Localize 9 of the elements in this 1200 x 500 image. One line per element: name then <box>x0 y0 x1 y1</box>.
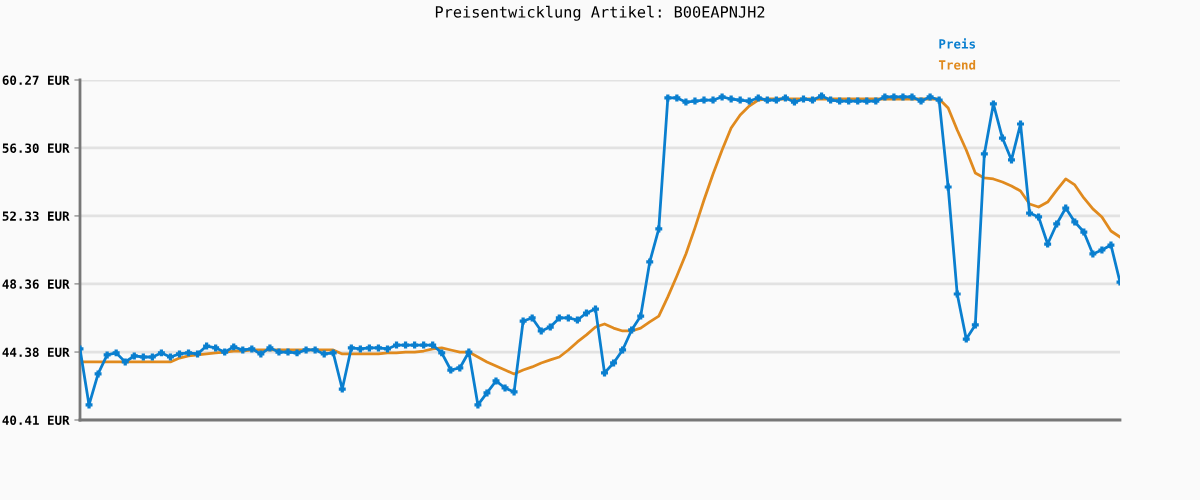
chart-title: Preisentwicklung Artikel: B00EAPNJH2 <box>435 5 765 21</box>
y-tick-label: 40.41 EUR <box>2 415 70 425</box>
y-tick-label: 56.30 EUR <box>2 143 70 153</box>
text: Trend <box>938 59 976 70</box>
y-tick-label: 48.36 EUR <box>2 279 70 289</box>
y-tick-label: 44.38 EUR <box>2 347 70 357</box>
y-tick-label: 60.27 EUR <box>2 75 70 85</box>
y-tick-label: 52.33 EUR <box>2 211 70 221</box>
text: Preis <box>939 38 976 49</box>
